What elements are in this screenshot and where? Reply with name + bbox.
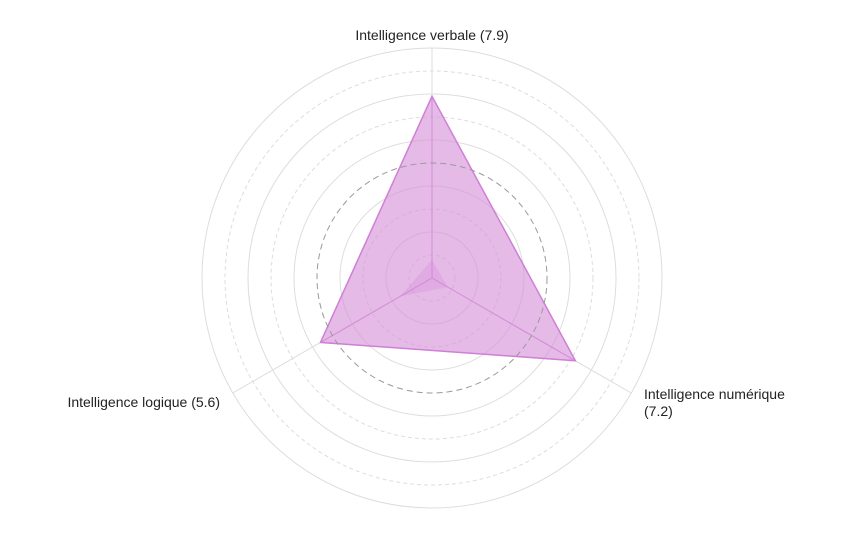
axis-label-logique: Intelligence logique (5.6) [67,394,220,410]
axis-label-verbale: Intelligence verbale (7.9) [355,27,508,43]
data-spoke [431,277,576,362]
inner-polygon [400,259,448,297]
data-spoke [320,277,433,343]
axis-label-numerique: Intelligence numérique (7.2) [644,386,785,419]
radar-labels: Intelligence verbale (7.9) Intelligence n… [67,27,785,419]
data-polygon [319,94,577,362]
reference-ring [316,162,548,394]
radar-data [316,94,577,394]
